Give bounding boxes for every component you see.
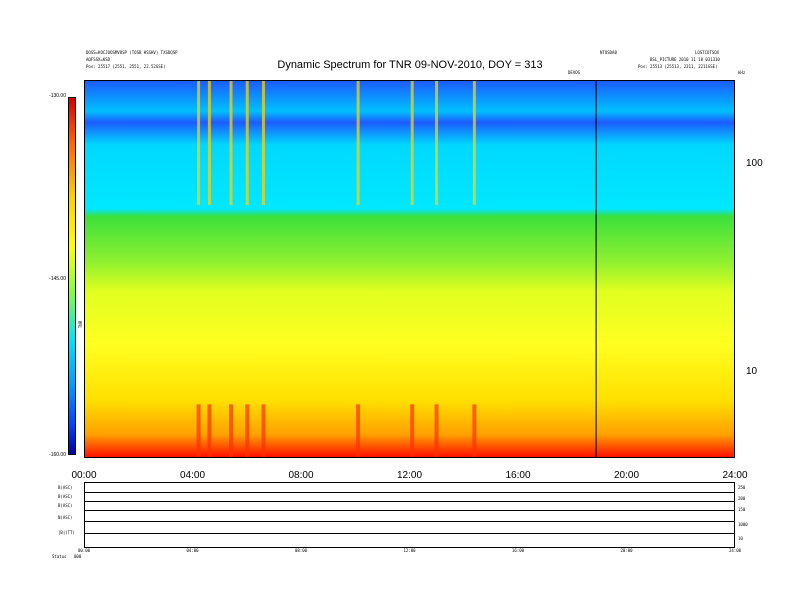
burst-streak bbox=[472, 81, 476, 206]
aux-x-tick-label: 12:00 bbox=[403, 548, 416, 553]
colorbar-label: TNR bbox=[78, 320, 84, 329]
aux-right-4: 1000 bbox=[738, 522, 748, 527]
aux-x-tick-label: 04:00 bbox=[186, 548, 199, 553]
aux-right-2: 200 bbox=[738, 496, 746, 501]
aux-row-line bbox=[85, 510, 734, 511]
header-info-right-b: LOSTCOTSOX bbox=[695, 50, 720, 55]
burst-streak bbox=[207, 81, 211, 206]
colorbar bbox=[68, 97, 76, 455]
header-position-right: Pos: 25513 (25513, 2311, 2211GSE) bbox=[638, 64, 718, 69]
aux-right-5: 10 bbox=[738, 536, 743, 541]
x-tick-label: 04:00 bbox=[179, 470, 206, 481]
status-value: 000 bbox=[74, 554, 82, 559]
x-tick-label: 08:00 bbox=[288, 470, 314, 481]
x-tick-label: 12:00 bbox=[396, 470, 423, 481]
unit-label: kHz bbox=[738, 70, 746, 75]
spectrogram bbox=[84, 80, 735, 458]
marker-label: DEVOS bbox=[568, 70, 581, 75]
burst-base bbox=[229, 404, 234, 457]
colorbar-tick-mid: -145.00 bbox=[49, 276, 66, 282]
aux-row-line bbox=[85, 501, 734, 502]
burst-base bbox=[261, 404, 266, 457]
header-info-right-a: NTOSDA0 bbox=[600, 50, 617, 55]
y-tick-100: 100 bbox=[746, 158, 763, 169]
x-tick-label: 00:00 bbox=[71, 470, 97, 481]
aux-row-line bbox=[85, 521, 734, 522]
aux-x-tick-label: 00:00 bbox=[77, 548, 91, 553]
x-tick-label: 20:00 bbox=[613, 470, 640, 481]
aux-label-3: B(ASC) bbox=[58, 503, 73, 508]
aux-x-tick-label: 24:00 bbox=[728, 548, 742, 553]
colorbar-tick-bottom: -160.00 bbox=[49, 452, 66, 458]
burst-base bbox=[410, 404, 415, 457]
status-label: Status bbox=[52, 554, 67, 559]
burst-streak bbox=[410, 81, 414, 206]
aux-label-5: |B|(TT) bbox=[58, 530, 75, 535]
x-tick-label: 24:00 bbox=[722, 470, 748, 481]
burst-streak bbox=[356, 81, 360, 206]
aux-right-1: 250 bbox=[738, 485, 746, 490]
burst-base bbox=[434, 404, 439, 457]
header-info-2: AQFSSX=KSD bbox=[86, 57, 111, 62]
burst-base bbox=[245, 404, 250, 457]
aux-label-2: B(ASC) bbox=[58, 494, 73, 499]
burst-streak bbox=[435, 81, 439, 206]
header-info-right-2: BSL_PICTURE 2010 11 18 031310 bbox=[650, 57, 720, 62]
y-tick-10: 10 bbox=[746, 366, 758, 377]
aux-label-4: N(ASC) bbox=[58, 515, 73, 520]
spectrogram-background bbox=[85, 81, 734, 457]
burst-streak bbox=[245, 81, 249, 206]
aux-row-line bbox=[85, 492, 734, 493]
aux-x-tick-label: 16:00 bbox=[511, 548, 525, 553]
aux-row-line bbox=[85, 533, 734, 534]
x-tick-label: 16:00 bbox=[505, 470, 531, 481]
burst-streak bbox=[261, 81, 265, 206]
aux-x-tick-label: 08:00 bbox=[294, 548, 308, 553]
aux-label-1: B(ASC) bbox=[58, 485, 73, 490]
burst-base bbox=[196, 404, 201, 457]
burst-streak bbox=[229, 81, 233, 206]
aux-x-tick-label: 20:00 bbox=[620, 548, 633, 553]
header-position-left: Pos: 25517 (2551, 2551, 22.52GSE) bbox=[86, 64, 166, 69]
aux-panel bbox=[84, 482, 735, 548]
burst-base bbox=[356, 404, 361, 457]
chart-title: Dynamic Spectrum for TNR 09-NOV-2010, DO… bbox=[277, 59, 543, 71]
burst-streak bbox=[197, 81, 201, 206]
colorbar-tick-top: -130.00 bbox=[49, 93, 66, 99]
burst-base bbox=[207, 404, 212, 457]
aux-right-3: 150 bbox=[738, 507, 746, 512]
burst-base bbox=[472, 404, 477, 457]
header-info-1: DOSS=KOCJOOSMVOSP (TOSB HSSHV) TXSDQSP bbox=[86, 50, 178, 55]
